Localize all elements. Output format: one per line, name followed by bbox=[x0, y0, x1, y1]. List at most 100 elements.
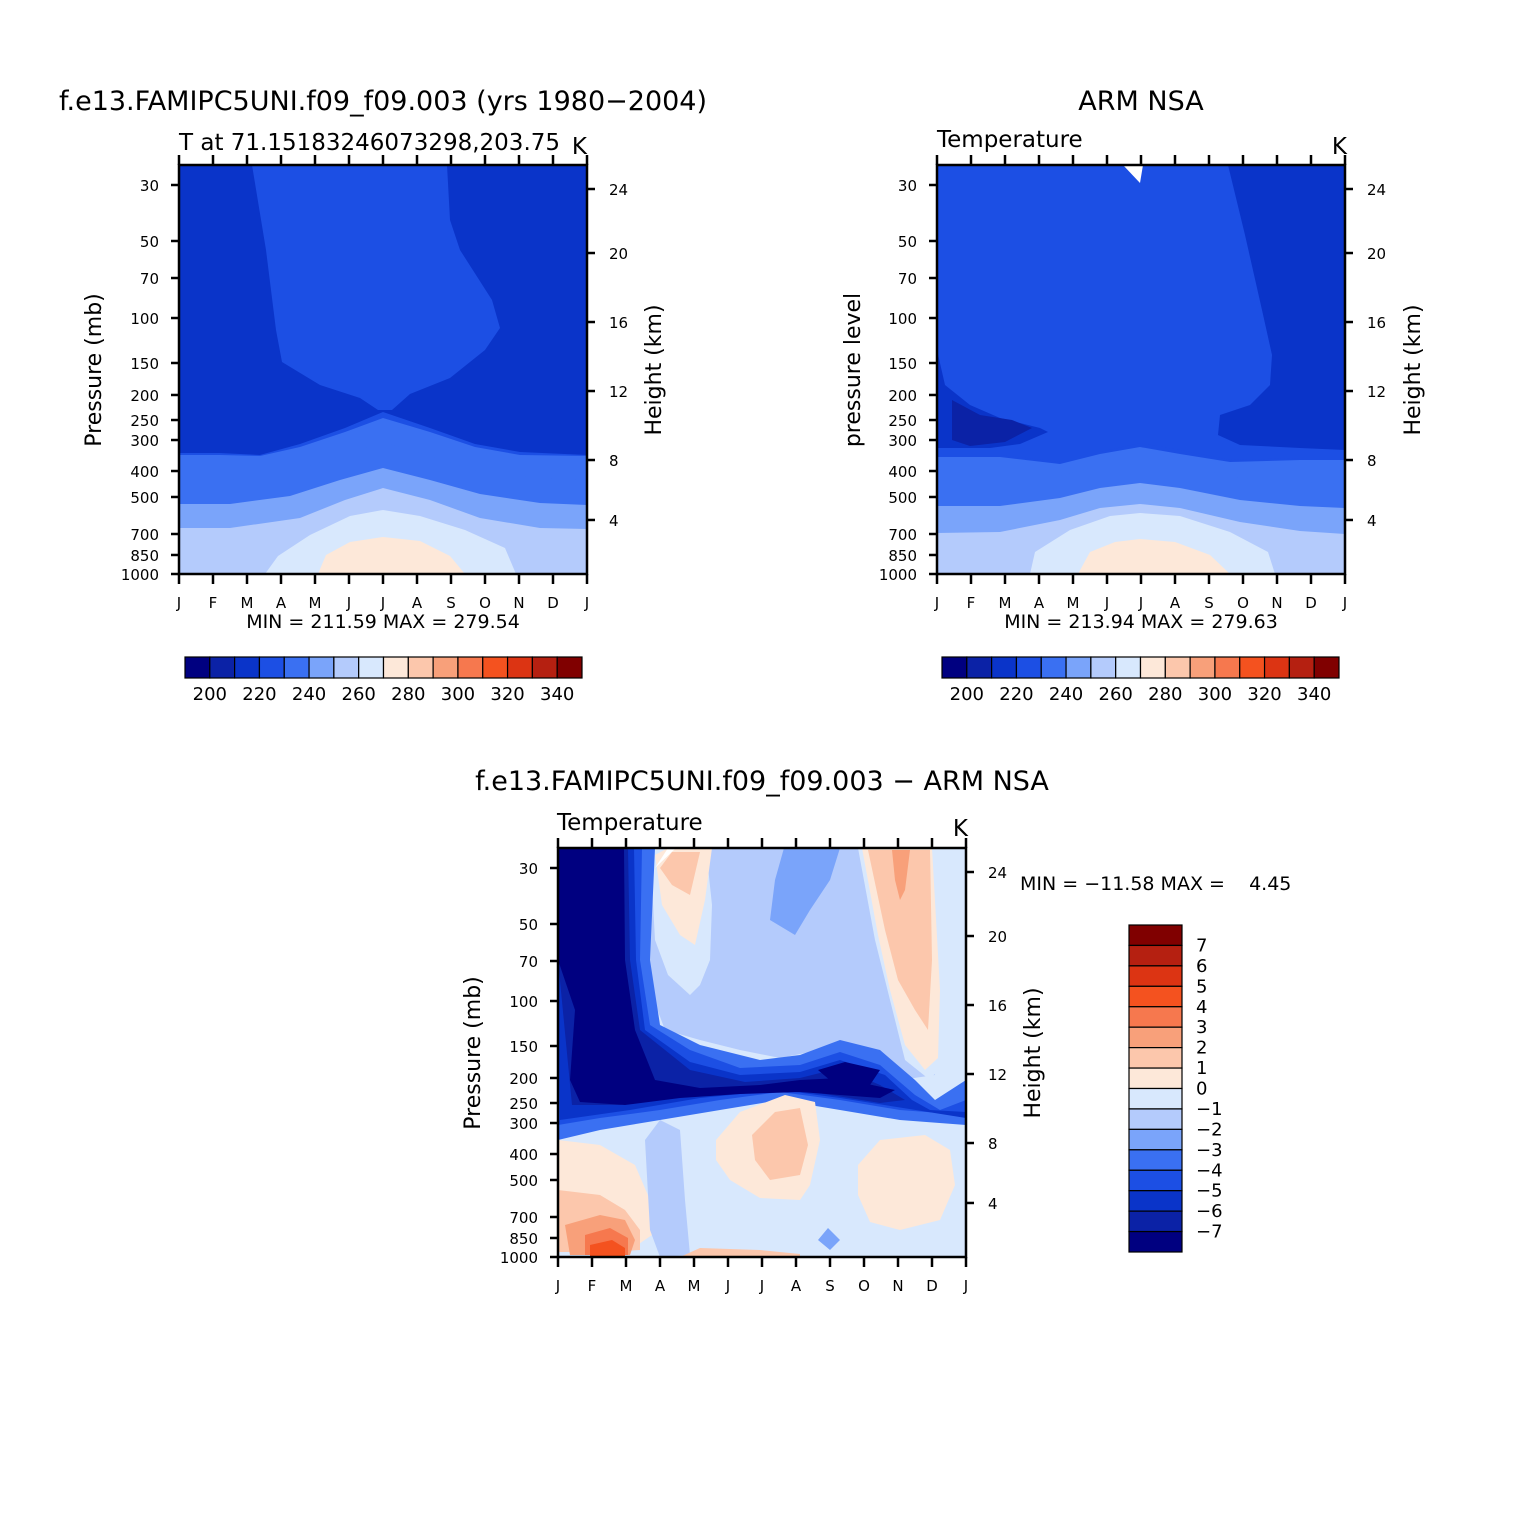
y-tick-label: 200 bbox=[130, 387, 159, 405]
x-tick-label: J bbox=[759, 1277, 764, 1295]
colorbar-label: 260 bbox=[1099, 684, 1133, 705]
colorbar-box bbox=[1128, 1087, 1183, 1110]
y-tick-label: 30 bbox=[898, 177, 917, 195]
x-tick-label: J bbox=[934, 594, 939, 612]
y-tick-label: 850 bbox=[509, 1230, 538, 1248]
colorbar-box bbox=[1128, 1210, 1183, 1233]
contour-fill-1 bbox=[660, 852, 700, 895]
y-right-tick-label: 20 bbox=[988, 928, 1007, 946]
contour-fill-0-lower-right bbox=[858, 1135, 955, 1230]
colorbar-box bbox=[531, 656, 558, 679]
units-label: K bbox=[572, 134, 588, 160]
panel-subtitle: Temperature bbox=[936, 127, 1083, 153]
colorbar-box bbox=[1263, 656, 1290, 679]
colorbar-box bbox=[184, 656, 211, 679]
colorbar-box bbox=[1288, 656, 1315, 679]
panel-subtitle: Temperature bbox=[556, 810, 703, 836]
colorbar-label: 300 bbox=[1198, 684, 1232, 705]
y-tick-label: 300 bbox=[130, 432, 159, 450]
colorbar-box bbox=[1128, 985, 1183, 1008]
colorbar-box bbox=[1128, 1149, 1183, 1171]
y-tick-label: 500 bbox=[509, 1172, 538, 1190]
y-tick-label: 150 bbox=[888, 355, 917, 373]
y-tick-label: 1000 bbox=[121, 566, 159, 584]
y-tick-label: 250 bbox=[130, 412, 159, 430]
colorbar-label: 5 bbox=[1196, 976, 1207, 997]
y-tick-label: 100 bbox=[509, 993, 538, 1011]
colorbar-box bbox=[1128, 1006, 1183, 1028]
x-tick-label: S bbox=[446, 594, 456, 612]
y-right-tick-label: 4 bbox=[1367, 512, 1377, 530]
x-tick-label: F bbox=[588, 1277, 597, 1295]
contour-fill-1-right bbox=[868, 850, 932, 1030]
colorbar-box bbox=[1128, 1067, 1183, 1090]
contour-fill-4-lower-left bbox=[590, 1240, 625, 1257]
y-right-tick-label: 20 bbox=[609, 245, 628, 263]
y-tick-label: 30 bbox=[140, 177, 159, 195]
y-tick-label: 150 bbox=[130, 355, 159, 373]
x-tick-label: J bbox=[963, 1277, 968, 1295]
contour-fill-2-right bbox=[892, 850, 910, 900]
units-label: K bbox=[1332, 134, 1348, 160]
colorbar-box bbox=[1128, 1169, 1183, 1192]
x-tick-label: M bbox=[620, 1277, 633, 1295]
panel-difference: f.e13.FAMIPC5UNI.f09_f09.003 − ARM NSA T… bbox=[461, 766, 1291, 1295]
y-tick-label: 250 bbox=[888, 412, 917, 430]
colorbar-label: −1 bbox=[1196, 1099, 1223, 1120]
panel-title: f.e13.FAMIPC5UNI.f09_f09.003 − ARM NSA bbox=[475, 766, 1049, 797]
x-tick-label: J bbox=[555, 1277, 560, 1295]
y-tick-label: 400 bbox=[509, 1146, 538, 1164]
colorbar-box bbox=[1128, 944, 1183, 967]
colorbar-box bbox=[1128, 1128, 1183, 1151]
colorbar-label: −3 bbox=[1196, 1140, 1223, 1161]
panel-observations: ARM NSA Temperature K J F M A M J J A S O N D J 30 50… bbox=[841, 86, 1426, 705]
colorbar-label: 6 bbox=[1196, 956, 1207, 977]
colorbar-box bbox=[1139, 656, 1166, 679]
contour-gap bbox=[655, 848, 676, 868]
contour-fill-220 bbox=[252, 165, 500, 410]
x-tick-label: J bbox=[1138, 594, 1143, 612]
x-tick-label: M bbox=[1067, 594, 1080, 612]
y-right-tick-label: 4 bbox=[988, 1195, 998, 1213]
x-tick-label: S bbox=[825, 1277, 835, 1295]
colorbar-box bbox=[382, 656, 409, 679]
x-tick-label: M bbox=[309, 594, 322, 612]
x-tick-label: A bbox=[276, 594, 287, 612]
y-right-tick-label: 24 bbox=[1367, 181, 1386, 199]
contour-fill-210-winter bbox=[952, 400, 1032, 446]
y-axis-label: pressure level bbox=[841, 293, 866, 447]
colorbar-box bbox=[966, 656, 993, 679]
y-tick-label: 1000 bbox=[500, 1249, 538, 1267]
contour-field bbox=[937, 165, 1345, 574]
contour-fill-215 bbox=[1218, 165, 1345, 450]
panel-subtitle: T at 71.15183246073298,203.75 bbox=[178, 130, 560, 156]
colorbar-box bbox=[1128, 1230, 1183, 1253]
x-tick-label: A bbox=[791, 1277, 802, 1295]
y-tick-label: 300 bbox=[509, 1115, 538, 1133]
x-tick-label: J bbox=[584, 594, 589, 612]
x-tick-label: J bbox=[1104, 594, 1109, 612]
contour-fill-neg2 bbox=[650, 848, 935, 1080]
units-label: K bbox=[953, 816, 969, 842]
x-tick-label: J bbox=[725, 1277, 730, 1295]
x-tick-label: N bbox=[513, 594, 524, 612]
colorbar-label: 300 bbox=[441, 684, 475, 705]
contour-fill-neg7 bbox=[558, 848, 895, 1105]
y-tick-label: 50 bbox=[140, 233, 159, 251]
colorbar-box bbox=[1164, 656, 1191, 679]
colorbar-label: 220 bbox=[242, 684, 276, 705]
y-tick-label: 100 bbox=[888, 310, 917, 328]
y-tick-label: 50 bbox=[519, 916, 538, 934]
x-tick-label: O bbox=[858, 1277, 870, 1295]
x-tick-label: F bbox=[209, 594, 218, 612]
y-tick-label: 400 bbox=[888, 463, 917, 481]
colorbar-box bbox=[1128, 1026, 1183, 1049]
y-right-tick-label: 8 bbox=[1367, 452, 1377, 470]
colorbar-box bbox=[1115, 656, 1142, 679]
x-tick-label: D bbox=[1305, 594, 1317, 612]
colorbar-box bbox=[407, 656, 434, 679]
